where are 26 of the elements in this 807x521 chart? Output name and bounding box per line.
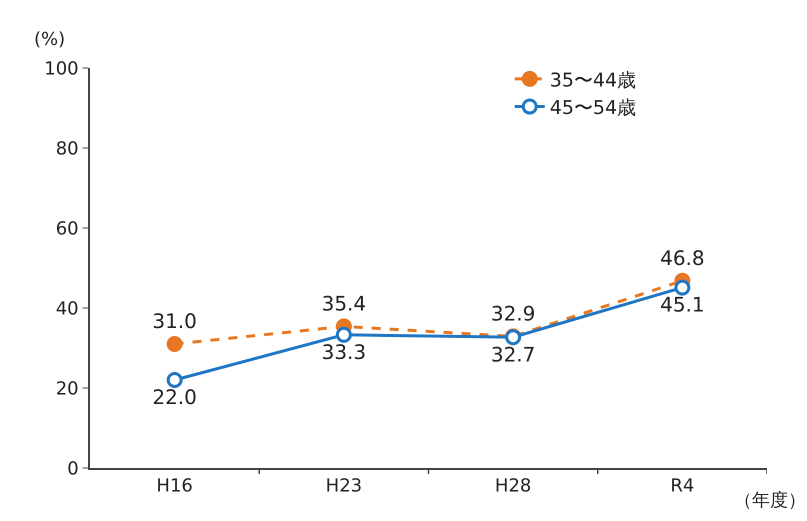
point (166, 336, 183, 352)
x-tick-label: H23 (326, 475, 362, 496)
x-axis-title: （年度） (734, 490, 806, 511)
data-label: 31.0 (152, 309, 197, 333)
data-label: 45.1 (660, 292, 705, 317)
x-tick-label: H28 (494, 475, 532, 496)
legend-label: 45〜54歳 (550, 96, 636, 119)
y-axis-title: (%) (34, 29, 66, 50)
data-label: 46.8 (660, 246, 705, 270)
y-tick-label: 60 (56, 218, 79, 240)
x-tick-label: R4 (670, 475, 694, 496)
y-tick-label: 0 (67, 458, 79, 480)
y-tick-label: 80 (56, 138, 79, 160)
data-label: 35.4 (322, 291, 366, 316)
point (166, 372, 183, 388)
x-tick-label: H16 (156, 475, 193, 496)
y-tick-label: 100 (44, 58, 79, 80)
y-tick-label: 40 (56, 298, 79, 320)
data-label: 32.7 (490, 342, 536, 366)
point (336, 326, 352, 343)
data-label: 33.3 (322, 340, 366, 364)
point (674, 280, 690, 296)
data-label: 32.9 (490, 301, 536, 326)
data-label: 22.0 (152, 385, 197, 410)
legend-label: 35〜44歳 (550, 69, 636, 92)
y-tick-label: 20 (56, 378, 79, 400)
